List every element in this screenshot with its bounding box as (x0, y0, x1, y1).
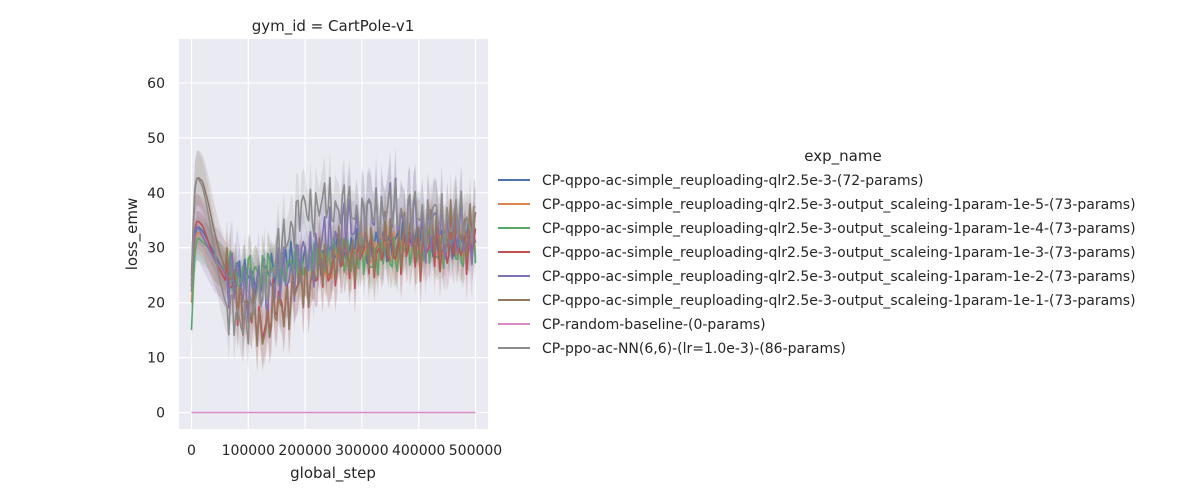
legend-entry: CP-random-baseline-(0-params) (542, 317, 766, 333)
series-line-7 (190, 176, 476, 345)
y-tick-label: 50 (147, 131, 165, 147)
y-tick-label: 0 (156, 406, 165, 422)
legend: CP-qppo-ac-simple_reuploading-qlr2.5e-3-… (498, 173, 1136, 357)
x-tick-label: 500000 (449, 443, 502, 459)
series-line-2 (190, 227, 477, 331)
y-tick-label: 40 (147, 186, 165, 202)
y-tick-label: 20 (147, 296, 165, 312)
x-tick-label: 100000 (222, 443, 275, 459)
legend-entry: CP-qppo-ac-simple_reuploading-qlr2.5e-3-… (542, 197, 1136, 213)
y-axis-label: loss_emw (123, 198, 142, 271)
legend-title: exp_name (804, 147, 881, 166)
x-tick-label: 0 (187, 443, 196, 459)
series-lines (190, 176, 477, 414)
series-line-5 (190, 176, 477, 348)
series-band-7 (191, 150, 476, 372)
legend-entry: CP-qppo-ac-simple_reuploading-qlr2.5e-3-… (542, 269, 1136, 285)
x-axis-label: global_step (290, 464, 376, 483)
y-tick-label: 60 (147, 76, 165, 92)
y-tick-label: 30 (147, 241, 165, 257)
chart-title: gym_id = CartPole-v1 (252, 17, 415, 36)
x-tick-label: 200000 (278, 443, 331, 459)
legend-entry: CP-qppo-ac-simple_reuploading-qlr2.5e-3-… (542, 173, 923, 189)
x-tick-label: 400000 (392, 443, 445, 459)
legend-entry: CP-ppo-ac-NN(6,6)-(lr=1.0e-3)-(86-params… (542, 341, 846, 357)
y-tick-label: 10 (147, 351, 165, 367)
legend-entry: CP-qppo-ac-simple_reuploading-qlr2.5e-3-… (542, 293, 1136, 309)
tick-labels: 0 100000 200000 300000 400000 500000 0 10 20 30 40… (147, 76, 502, 459)
legend-entry: CP-qppo-ac-simple_reuploading-qlr2.5e-3-… (542, 221, 1136, 237)
legend-entry: CP-qppo-ac-simple_reuploading-qlr2.5e-3-… (542, 245, 1136, 261)
x-tick-label: 300000 (335, 443, 388, 459)
